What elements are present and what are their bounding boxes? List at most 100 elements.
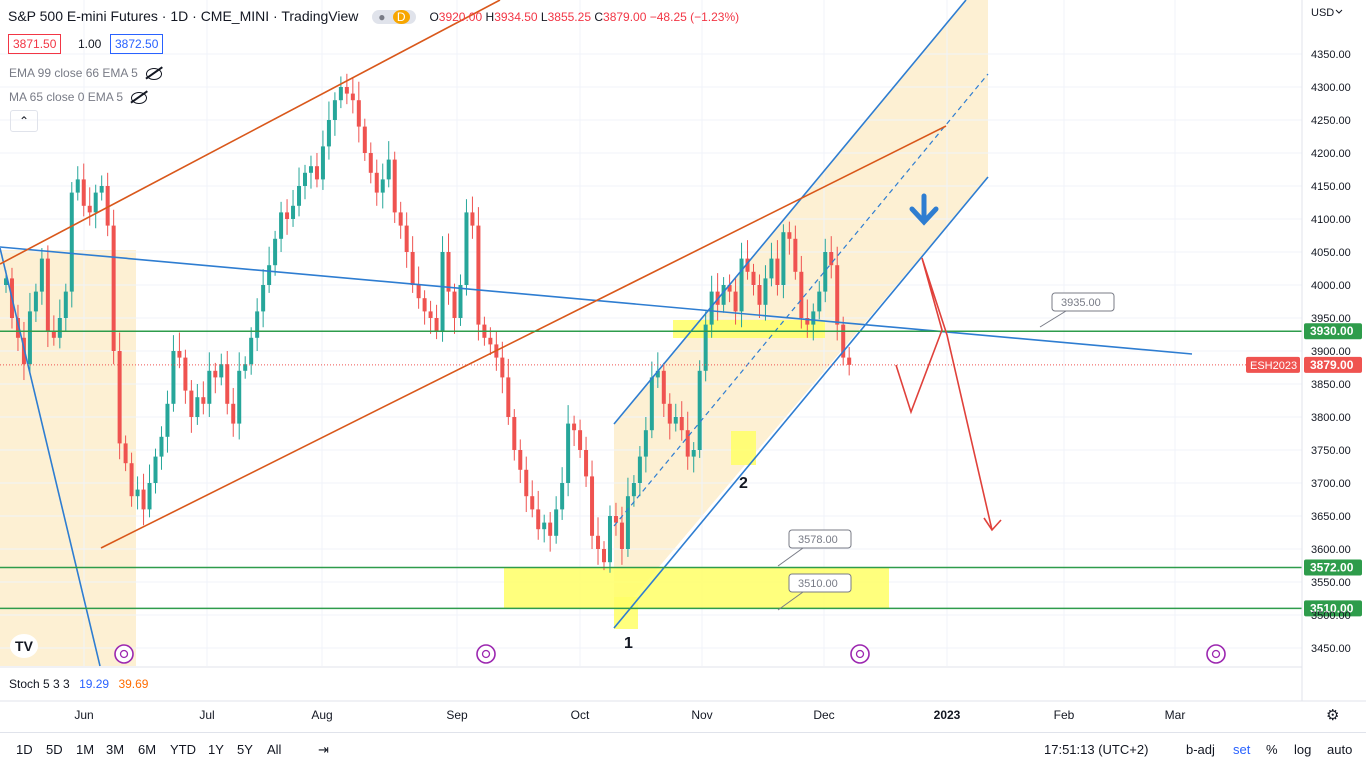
candle-body (314, 166, 319, 180)
timeframe-6m[interactable]: 6M (138, 742, 157, 757)
price-axis-tick: 3850.00 (1311, 379, 1351, 391)
timeframe-5d[interactable]: 5D (46, 742, 63, 757)
candle-body (57, 318, 62, 338)
candle-body (721, 285, 726, 305)
date-range-icon[interactable]: ⇥ (318, 742, 329, 757)
trend-line-lower-orange[interactable] (100, 125, 947, 549)
chevron-up-icon[interactable]: ⌃ (10, 110, 38, 132)
timeframe-5y[interactable]: 5Y (237, 742, 253, 757)
timeframe-ytd[interactable]: YTD (170, 742, 196, 757)
callout-box[interactable] (1051, 292, 1115, 312)
candle-body (625, 496, 630, 549)
candle-body (392, 159, 397, 213)
candle-body (117, 351, 122, 444)
channel-line-mid[interactable] (613, 73, 989, 527)
toggle-log[interactable]: log (1294, 742, 1312, 757)
change-value: −48.25 (−1.23%) (649, 10, 740, 24)
candle-body (835, 265, 840, 325)
candle-body (207, 370, 212, 404)
symbol-tag (1246, 356, 1300, 373)
time-axis-label: Jul (199, 708, 214, 722)
last-price-tag (1304, 356, 1362, 373)
candle-body (147, 483, 152, 510)
rollover-icon[interactable] (1206, 644, 1226, 664)
trend-line-upper-orange[interactable] (0, 0, 501, 265)
toggle-percent[interactable]: % (1266, 742, 1278, 757)
highlight-box-2 (731, 431, 756, 465)
rollover-icon[interactable] (850, 644, 870, 664)
price-axis-tick: 4250.00 (1311, 115, 1351, 127)
candle-body (297, 186, 302, 206)
candle-body (231, 403, 236, 424)
candle-body (243, 364, 248, 371)
candle-body (781, 232, 786, 285)
trend-line-left-blue[interactable] (0, 247, 101, 667)
candle-body (578, 430, 583, 450)
candle-body (195, 397, 200, 417)
candle-body (308, 166, 313, 173)
candle-body (560, 483, 565, 510)
timeframe-1y[interactable]: 1Y (208, 742, 224, 757)
eye-hidden-icon[interactable] (145, 67, 162, 80)
candle-body (374, 172, 379, 193)
candle-body (667, 403, 672, 424)
clock[interactable]: 17:51:13 (UTC+2) (1044, 742, 1149, 757)
callout-box[interactable] (788, 573, 852, 593)
tradingview-logo[interactable]: TV (10, 634, 38, 658)
candle-body (530, 496, 535, 510)
time-axis-label: 2023 (934, 708, 961, 722)
candle-body (39, 258, 44, 292)
timeframe-1d[interactable]: 1D (16, 742, 33, 757)
toggle-b-adj[interactable]: b-adj (1186, 742, 1215, 757)
channel-line-upper[interactable] (613, 0, 967, 425)
projection-arrowhead (983, 517, 1002, 532)
candle-body (129, 463, 134, 497)
time-axis-label: Feb (1054, 708, 1075, 722)
symbol-title[interactable]: S&P 500 E-mini Futures · 1D · CME_MINI ·… (8, 8, 359, 24)
rollover-icon[interactable] (114, 644, 134, 664)
time-axis-label: Mar (1165, 708, 1186, 722)
candle-body (470, 212, 475, 226)
price-axis-tick: 4050.00 (1311, 247, 1351, 259)
candle-body (847, 357, 852, 365)
indicator-ma[interactable]: MA 65 close 0 EMA 5 (9, 90, 148, 104)
chevron-down-icon[interactable] (1335, 9, 1343, 14)
rollover-icon[interactable] (476, 644, 496, 664)
projection-path[interactable] (895, 257, 993, 531)
candle-body (63, 291, 68, 318)
level-price-tag-text: 3930.00 (1310, 324, 1354, 338)
candle-body (303, 172, 307, 186)
timeframe-1m[interactable]: 1M (76, 742, 95, 757)
price-axis-tick: 4000.00 (1311, 280, 1351, 292)
price-axis-tick: 3950.00 (1311, 313, 1351, 325)
timeframe-all[interactable]: All (267, 742, 282, 757)
eye-hidden-icon[interactable] (131, 91, 148, 104)
callout-box[interactable] (788, 529, 852, 549)
time-axis-label: Dec (813, 708, 834, 722)
candle-body (344, 87, 349, 94)
stoch-legend[interactable]: Stoch 5 3 3 19.29 39.69 (9, 677, 149, 691)
candle-body (386, 159, 391, 180)
channel-line-lower[interactable] (613, 176, 989, 629)
candle-body (99, 186, 104, 193)
candle-body (428, 311, 433, 318)
price-axis-tick: 4200.00 (1311, 148, 1351, 160)
candle-body (27, 311, 32, 365)
indicator-ema[interactable]: EMA 99 close 66 EMA 5 (9, 66, 162, 80)
sell-price-button[interactable]: 3871.50 (8, 34, 62, 54)
candle-body (69, 192, 74, 292)
toggle-set[interactable]: set (1233, 742, 1251, 757)
timeframe-3m[interactable]: 3M (106, 742, 125, 757)
buy-price-button[interactable]: 3872.50 (110, 34, 164, 54)
candle-body (476, 225, 481, 325)
price-axis-tick: 4350.00 (1311, 49, 1351, 61)
gear-icon[interactable]: ⚙ (1326, 707, 1340, 724)
candle-body (566, 423, 571, 483)
candle-body (452, 291, 457, 318)
time-axis-label: Aug (311, 708, 332, 722)
candle-body (619, 522, 624, 549)
data-status-pill[interactable]: ● D (372, 10, 416, 24)
candle-body (500, 357, 505, 378)
toggle-auto[interactable]: auto (1327, 742, 1353, 757)
